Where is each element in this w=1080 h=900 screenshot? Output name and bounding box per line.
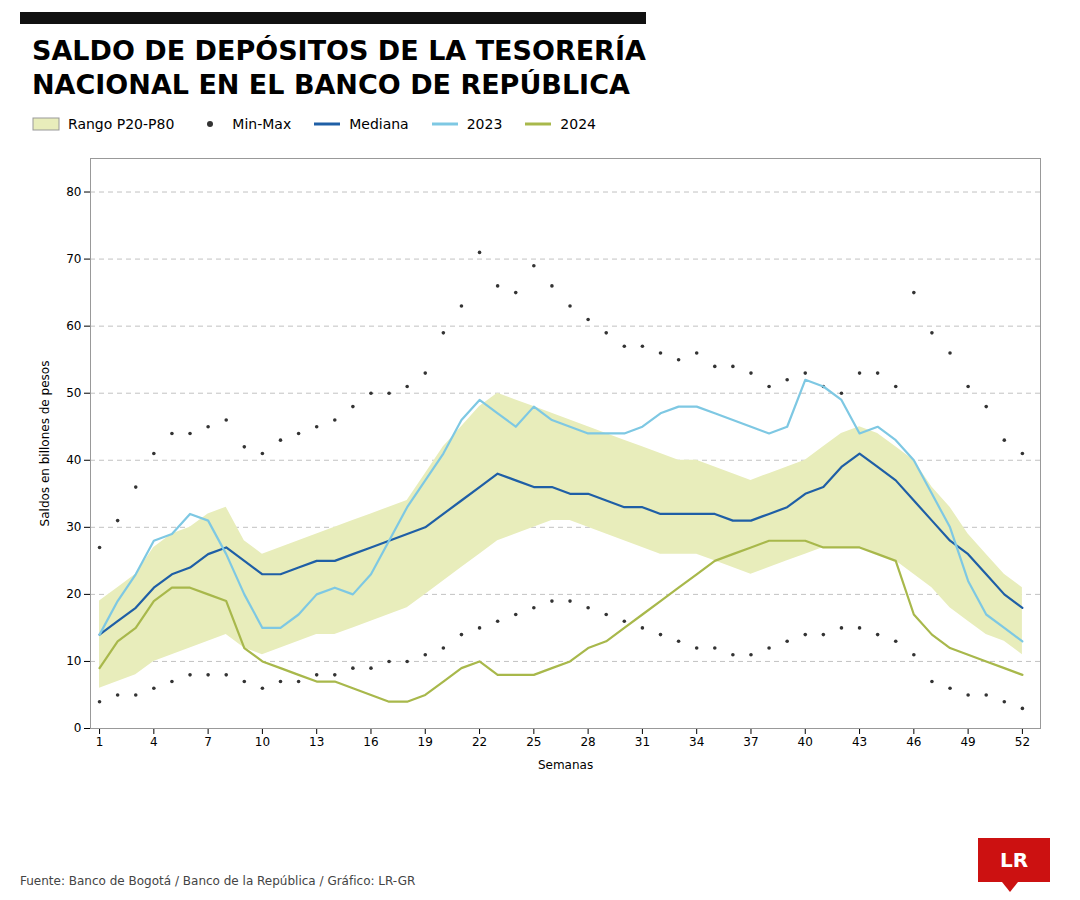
html-text:Fuente: Banco de Bogotá / Banc: Fuente: Banco de Bogotá / Banco de la Re…: [20, 874, 416, 888]
svg-text:Saldos en billones de pesos: Saldos en billones de pesos: [38, 360, 52, 526]
svg-text:70: 70: [66, 251, 81, 265]
svg-text:46: 46: [906, 735, 921, 749]
svg-text:40: 40: [66, 453, 81, 467]
svg-text:80: 80: [66, 184, 81, 198]
svg-text:50: 50: [66, 386, 81, 400]
svg-text:Semanas: Semanas: [538, 757, 593, 771]
svg-text:60: 60: [66, 318, 81, 332]
svg-text:4: 4: [150, 735, 158, 749]
html-text:LR: LR: [999, 848, 1029, 872]
svg-text:30: 30: [66, 520, 81, 534]
svg-text:40: 40: [798, 735, 813, 749]
svg-text:31: 31: [635, 735, 650, 749]
svg-text:10: 10: [255, 735, 270, 749]
html-text:Min-Max: Min-Max: [232, 115, 292, 132]
svg-text:16: 16: [363, 735, 378, 749]
svg-text:10: 10: [66, 654, 81, 668]
svg-text:37: 37: [743, 735, 758, 749]
svg-text:43: 43: [852, 735, 867, 749]
svg-text:0: 0: [74, 721, 82, 735]
svg-text:34: 34: [689, 735, 704, 749]
svg-text:25: 25: [526, 735, 541, 749]
html-text:2023: 2023: [466, 115, 503, 132]
svg-text:19: 19: [418, 735, 433, 749]
svg-text:49: 49: [960, 735, 975, 749]
html-text:Mediana: Mediana: [349, 115, 409, 132]
svg-text:13: 13: [309, 735, 324, 749]
html-text:SALDO DE DEPÓSITOS DE LA TESOR: SALDO DE DEPÓSITOS DE LA TESORERÍA NACIO…: [32, 35, 646, 100]
html-text:Rango P20-P80: Rango P20-P80: [68, 115, 175, 132]
svg-text:52: 52: [1015, 735, 1030, 749]
svg-text:22: 22: [472, 735, 487, 749]
svg-text:7: 7: [204, 735, 212, 749]
html-text:2024: 2024: [560, 115, 596, 132]
svg-text:1: 1: [96, 735, 104, 749]
svg-text:28: 28: [580, 735, 595, 749]
svg-text:20: 20: [66, 587, 81, 601]
